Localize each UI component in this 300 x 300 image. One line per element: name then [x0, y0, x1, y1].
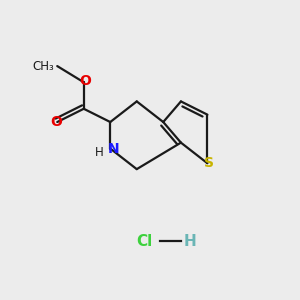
Text: H: H [95, 146, 103, 159]
Text: H: H [183, 234, 196, 249]
Text: CH₃: CH₃ [32, 60, 54, 73]
Text: S: S [204, 156, 214, 170]
Text: O: O [50, 115, 62, 129]
Text: O: O [79, 74, 91, 88]
Text: N: N [108, 142, 120, 155]
Text: Cl: Cl [136, 234, 152, 249]
